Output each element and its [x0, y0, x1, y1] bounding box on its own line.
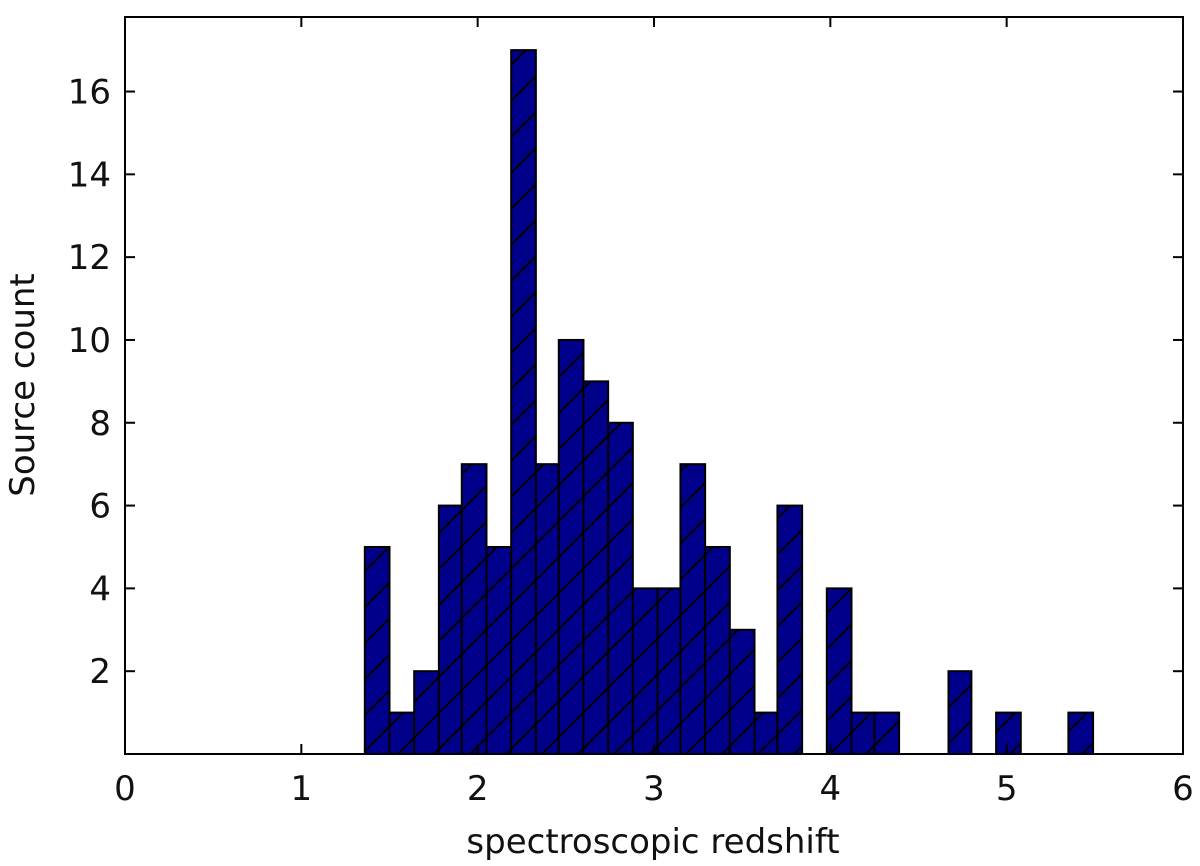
x-tick-label: 1 [291, 769, 313, 809]
x-axis-title: spectroscopic redshift [466, 822, 839, 862]
histogram-bar [388, 711, 416, 756]
x-tick-label: 2 [467, 769, 489, 809]
bar-hatch [729, 629, 755, 754]
bar-hatch [608, 422, 633, 754]
histogram-bar [363, 545, 391, 756]
histogram-bar [607, 421, 634, 755]
histogram-bars [363, 49, 1095, 756]
histogram-bar [947, 670, 973, 756]
histogram-bar [631, 587, 659, 755]
tick-marks [124, 17, 1184, 754]
histogram-bar [460, 463, 488, 755]
histogram-bar [437, 504, 463, 755]
bar-hatch [583, 381, 609, 754]
histogram-bar [753, 711, 779, 756]
bar-hatch [657, 588, 681, 754]
x-tick-label: 4 [820, 769, 842, 809]
bar-hatch [486, 546, 512, 754]
y-tick-label: 12 [68, 238, 111, 278]
histogram-bar [510, 49, 537, 755]
x-tick-label: 5 [996, 769, 1018, 809]
bar-hatch [680, 464, 706, 754]
histogram-bar [728, 628, 756, 755]
histogram-bar [582, 380, 610, 755]
y-tick-labels: 2 4 6 8 10 12 14 16 [68, 73, 111, 693]
y-axis-title: Source count [3, 273, 43, 497]
x-tick-label: 0 [114, 769, 136, 809]
histogram-bar [413, 670, 440, 756]
bar-hatch [996, 712, 1021, 754]
x-tick-label: 6 [1172, 769, 1194, 809]
histogram-bar [485, 545, 513, 756]
histogram-bar [873, 711, 901, 756]
bar-hatch [511, 50, 536, 754]
histogram-bar [704, 545, 731, 756]
bar-hatch [851, 712, 875, 754]
bar-hatch [461, 464, 487, 754]
bar-hatch [414, 671, 439, 754]
histogram-bar [1067, 711, 1095, 756]
bar-hatch [389, 712, 415, 754]
bar-hatch [705, 546, 730, 754]
bar-hatch [535, 464, 559, 754]
y-tick-label: 10 [68, 321, 111, 361]
x-tick-labels: 0 1 2 3 4 5 6 [114, 769, 1194, 809]
y-tick-label: 6 [89, 487, 111, 527]
bar-hatch [632, 588, 658, 754]
x-tick-label: 3 [643, 769, 665, 809]
y-tick-label: 8 [89, 404, 111, 444]
bar-hatch [777, 505, 803, 754]
bar-hatch [558, 339, 584, 754]
histogram-bar [776, 504, 804, 755]
histogram-bar [850, 711, 876, 756]
y-tick-label: 4 [89, 569, 111, 609]
bar-hatch [948, 671, 972, 754]
bar-hatch [1068, 712, 1094, 754]
bar-hatch [754, 712, 778, 754]
y-tick-label: 14 [68, 155, 111, 195]
bar-hatch [364, 546, 390, 754]
histogram-bar [679, 463, 707, 755]
histogram-bar [534, 463, 560, 755]
histogram-bar [557, 338, 585, 755]
bar-hatch [826, 588, 852, 754]
bar-hatch [438, 505, 462, 754]
y-tick-label: 16 [68, 73, 111, 113]
histogram-bar [656, 587, 682, 755]
histogram-bar [825, 587, 853, 755]
y-tick-label: 2 [89, 652, 111, 692]
histogram-bar [995, 711, 1022, 756]
bar-hatch [874, 712, 900, 754]
